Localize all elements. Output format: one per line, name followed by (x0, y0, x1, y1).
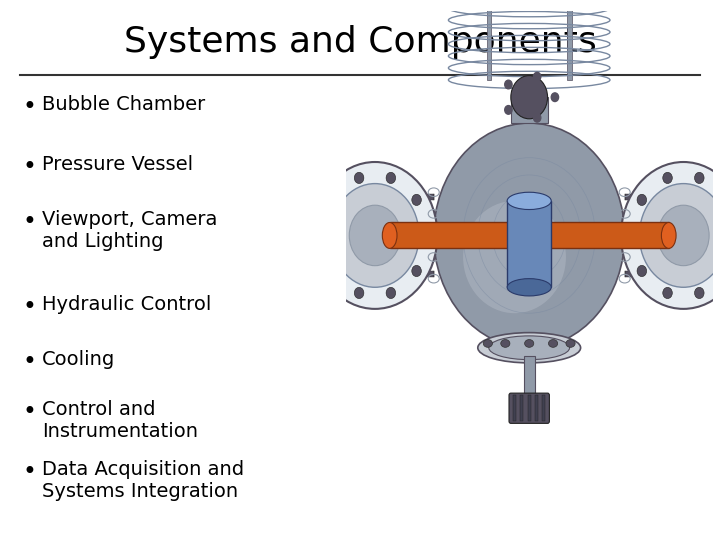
Circle shape (663, 287, 672, 299)
Ellipse shape (525, 340, 534, 347)
Text: Viewport, Camera
and Lighting: Viewport, Camera and Lighting (42, 210, 217, 251)
Circle shape (510, 76, 547, 119)
Ellipse shape (478, 333, 580, 363)
Circle shape (534, 72, 541, 81)
Circle shape (412, 265, 421, 276)
Text: •: • (22, 460, 36, 484)
Circle shape (312, 162, 437, 309)
Bar (625, 193, 669, 200)
Ellipse shape (489, 336, 570, 360)
Bar (390, 245, 433, 252)
Ellipse shape (500, 340, 510, 347)
Circle shape (386, 172, 395, 184)
Bar (567, 0, 572, 80)
Circle shape (433, 123, 625, 348)
Bar (507, 201, 552, 287)
Ellipse shape (507, 192, 552, 210)
Bar (390, 222, 669, 248)
Circle shape (354, 287, 364, 299)
Ellipse shape (463, 201, 566, 313)
Text: Pressure Vessel: Pressure Vessel (42, 155, 193, 174)
Circle shape (412, 194, 421, 206)
Circle shape (354, 172, 364, 184)
Text: Cooling: Cooling (42, 350, 115, 369)
Circle shape (505, 80, 512, 89)
Text: Hydraulic Control: Hydraulic Control (42, 295, 212, 314)
Circle shape (328, 194, 338, 206)
Circle shape (663, 172, 672, 184)
Bar (511, 97, 547, 123)
Circle shape (695, 287, 704, 299)
Bar (390, 271, 433, 278)
Circle shape (386, 287, 395, 299)
Text: •: • (22, 295, 36, 319)
Circle shape (639, 184, 720, 287)
Ellipse shape (507, 279, 552, 296)
Text: Data Acquisition and
Systems Integration: Data Acquisition and Systems Integration (42, 460, 244, 501)
Bar (513, 395, 516, 421)
Text: •: • (22, 155, 36, 179)
Text: •: • (22, 350, 36, 374)
Circle shape (695, 172, 704, 184)
Ellipse shape (549, 340, 558, 347)
Text: Bubble Chamber: Bubble Chamber (42, 95, 205, 114)
Bar (390, 219, 433, 226)
FancyBboxPatch shape (509, 393, 549, 423)
Circle shape (658, 205, 709, 266)
Ellipse shape (662, 222, 676, 248)
Text: Systems and Components: Systems and Components (124, 25, 596, 59)
Circle shape (422, 230, 431, 241)
Text: •: • (22, 400, 36, 424)
Bar (523, 356, 535, 400)
Bar (625, 271, 669, 278)
Text: Control and
Instrumentation: Control and Instrumentation (42, 400, 198, 441)
Bar (625, 219, 669, 226)
Bar (390, 193, 433, 200)
Bar (487, 0, 491, 80)
Circle shape (319, 230, 328, 241)
Circle shape (627, 230, 636, 241)
Ellipse shape (483, 340, 492, 347)
Bar (521, 395, 523, 421)
Ellipse shape (566, 340, 575, 347)
Circle shape (349, 205, 400, 266)
Bar (625, 245, 669, 252)
Ellipse shape (382, 222, 397, 248)
Circle shape (552, 93, 559, 102)
Text: •: • (22, 95, 36, 119)
Circle shape (637, 194, 647, 206)
Bar (535, 395, 538, 421)
Circle shape (621, 162, 720, 309)
Bar (528, 395, 531, 421)
Circle shape (637, 265, 647, 276)
Circle shape (328, 265, 338, 276)
Bar (542, 395, 545, 421)
Circle shape (505, 106, 512, 114)
Circle shape (534, 113, 541, 122)
Text: •: • (22, 210, 36, 234)
Circle shape (331, 184, 419, 287)
